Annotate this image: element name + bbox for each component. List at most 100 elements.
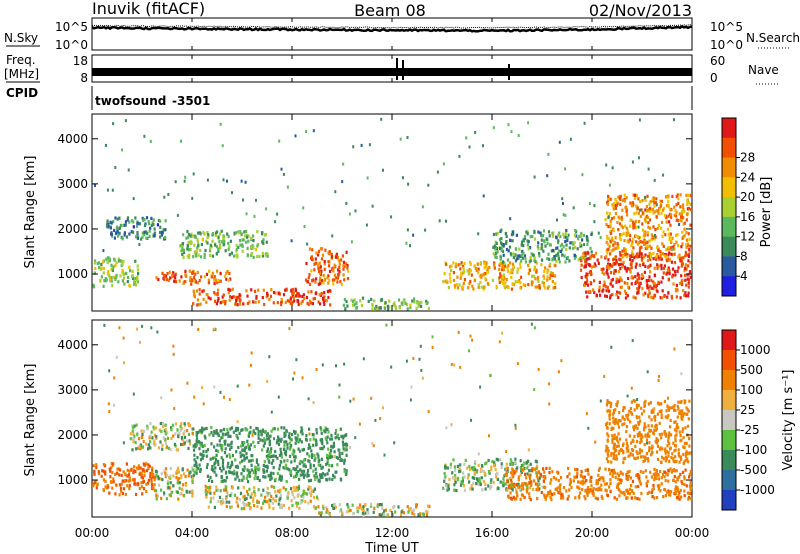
data-cell — [115, 225, 119, 229]
data-cell — [614, 457, 617, 461]
data-cell — [114, 492, 117, 496]
data-cell — [115, 273, 118, 278]
data-cell — [220, 446, 223, 450]
data-cell — [463, 484, 466, 488]
data-cell — [317, 463, 320, 467]
data-cell — [672, 478, 675, 482]
data-cell — [584, 253, 587, 258]
data-cell — [104, 472, 107, 476]
data-cell — [230, 445, 233, 449]
data-cell — [169, 494, 172, 498]
data-cell — [625, 473, 628, 477]
data-cell — [458, 469, 461, 474]
data-cell — [236, 426, 240, 431]
data-cell — [659, 402, 663, 406]
data-cell — [620, 233, 623, 237]
data-cell — [487, 458, 490, 463]
data-cell — [635, 204, 638, 208]
data-cell — [192, 444, 195, 448]
data-cell — [632, 193, 635, 197]
data-cell — [634, 225, 637, 230]
data-cell — [606, 409, 609, 413]
data-cell — [226, 465, 229, 469]
data-cell — [261, 296, 264, 300]
data-cell — [179, 492, 182, 496]
data-cell — [637, 484, 640, 489]
data-cell — [277, 291, 280, 296]
data-cell — [689, 275, 692, 279]
data-cell — [633, 196, 636, 200]
data-cell — [111, 188, 114, 192]
data-cell — [477, 480, 480, 484]
data-cell — [529, 462, 532, 466]
data-cell — [667, 439, 670, 443]
data-cell — [360, 303, 363, 308]
data-cell — [585, 281, 588, 286]
data-cell — [498, 267, 501, 271]
data-cell — [510, 130, 513, 134]
data-cell — [219, 489, 222, 493]
data-cell — [198, 279, 201, 283]
data-cell — [354, 436, 357, 440]
data-cell — [195, 441, 198, 445]
data-cell — [670, 252, 673, 256]
data-cell — [618, 196, 621, 200]
data-cell — [132, 425, 135, 430]
data-cell — [493, 244, 496, 248]
data-cell — [663, 264, 666, 268]
data-cell — [641, 274, 644, 279]
data-cell — [648, 264, 651, 268]
data-cell — [293, 299, 296, 303]
data-cell — [205, 300, 208, 304]
data-cell — [209, 485, 212, 489]
data-cell — [264, 233, 267, 237]
data-cell — [330, 444, 333, 448]
data-cell — [380, 503, 383, 507]
data-cell — [635, 194, 639, 198]
data-cell — [296, 465, 299, 469]
data-cell — [246, 294, 249, 298]
data-cell — [268, 498, 271, 502]
data-cell — [380, 117, 383, 121]
data-cell — [319, 293, 323, 297]
data-cell — [577, 258, 580, 262]
data-cell — [264, 475, 267, 479]
data-cell — [689, 193, 692, 198]
data-cell — [610, 345, 613, 349]
data-cell — [607, 460, 610, 464]
data-cell — [246, 254, 249, 258]
data-cell — [586, 242, 589, 247]
data-cell — [153, 478, 156, 482]
data-cell — [389, 509, 392, 513]
data-cell — [593, 264, 596, 268]
data-cell — [190, 475, 193, 479]
data-cell — [548, 234, 551, 238]
data-cell — [669, 223, 672, 227]
data-cell — [222, 178, 225, 182]
data-cell — [227, 431, 230, 435]
data-cell — [558, 260, 561, 264]
data-cell — [620, 217, 624, 222]
data-cell — [235, 253, 238, 258]
data-cell — [587, 283, 590, 287]
data-cell — [678, 497, 681, 501]
data-cell — [236, 464, 239, 468]
data-cell — [140, 475, 143, 479]
data-cell — [342, 273, 345, 277]
data-cell — [290, 438, 293, 442]
data-cell — [215, 473, 218, 477]
data-cell — [335, 252, 338, 256]
data-cell — [625, 425, 628, 429]
data-cell — [607, 262, 610, 266]
data-cell — [188, 241, 191, 245]
data-cell — [92, 464, 95, 468]
data-cell — [626, 239, 629, 243]
noise-left-tick-top: 10^5 — [55, 20, 88, 34]
nave-label: Nave — [748, 63, 779, 77]
data-cell — [255, 426, 258, 430]
colorbar-tick-label: 25 — [740, 403, 755, 417]
data-cell — [592, 288, 595, 292]
data-cell — [638, 433, 641, 437]
data-cell — [662, 473, 665, 477]
data-cell — [650, 253, 653, 257]
